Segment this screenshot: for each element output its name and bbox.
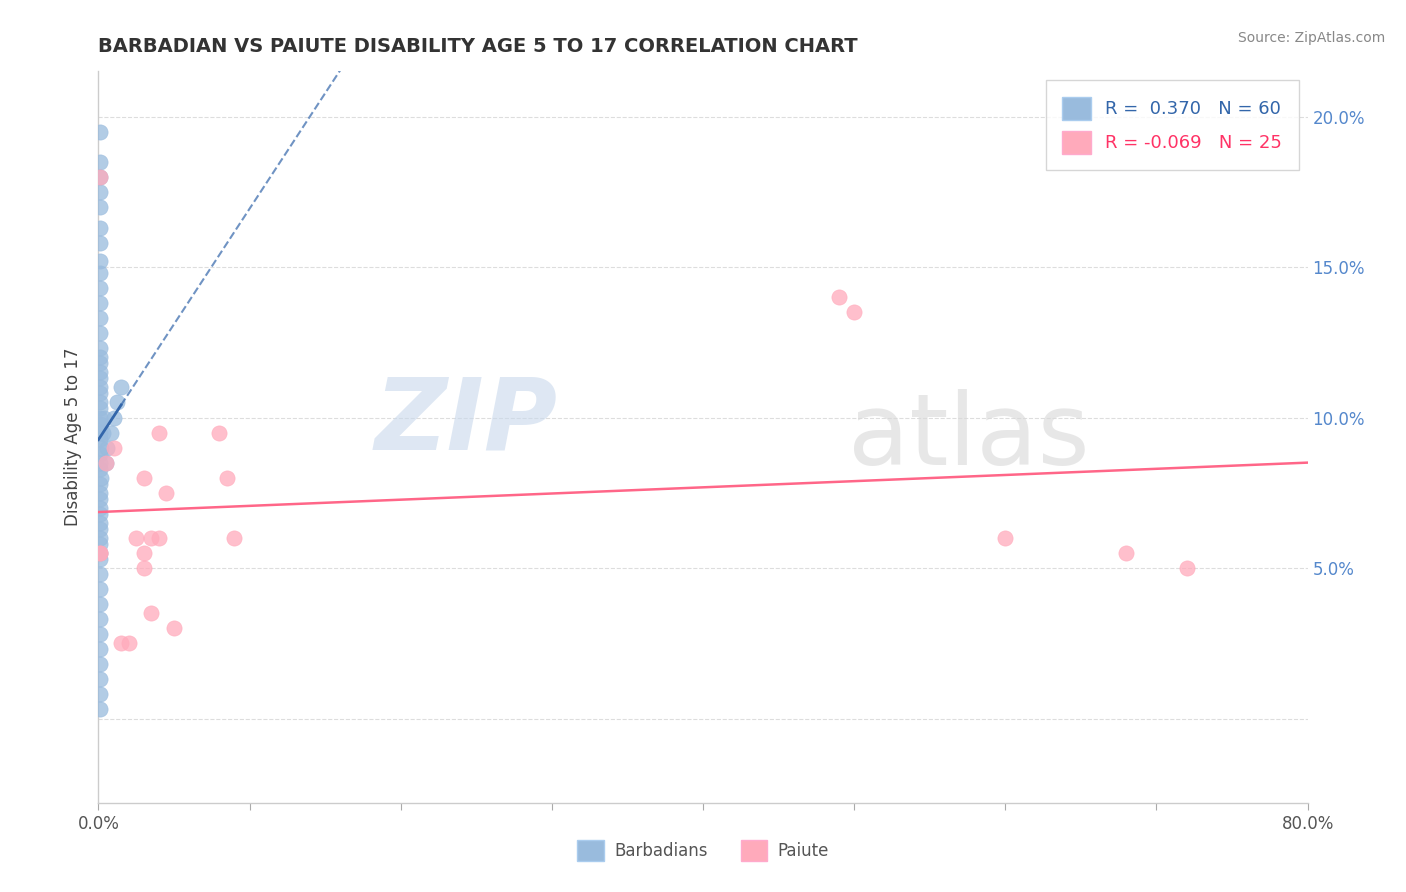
Point <box>89 537 111 551</box>
Point <box>89 447 111 461</box>
Point <box>93 410 115 425</box>
Point <box>141 531 163 545</box>
Point <box>89 485 111 500</box>
Point <box>90 471 112 485</box>
Point <box>994 531 1017 545</box>
Point <box>89 200 111 214</box>
Point <box>89 476 111 491</box>
Point <box>1115 546 1137 560</box>
Point <box>89 673 111 687</box>
Point <box>215 471 238 485</box>
Point <box>89 461 111 475</box>
Point <box>89 688 111 702</box>
Point <box>132 561 155 575</box>
Point <box>94 456 117 470</box>
Point <box>105 395 128 409</box>
Point <box>89 220 111 235</box>
Point <box>89 380 111 394</box>
Point <box>89 124 111 138</box>
Point <box>89 456 111 470</box>
Point <box>89 417 111 431</box>
Point <box>90 441 112 455</box>
Text: BARBADIAN VS PAIUTE DISABILITY AGE 5 TO 17 CORRELATION CHART: BARBADIAN VS PAIUTE DISABILITY AGE 5 TO … <box>98 37 858 56</box>
Point <box>89 371 111 385</box>
Y-axis label: Disability Age 5 to 17: Disability Age 5 to 17 <box>65 348 83 526</box>
Point <box>89 395 111 409</box>
Point <box>89 169 111 184</box>
Point <box>89 266 111 280</box>
Point <box>89 546 111 560</box>
Point <box>89 491 111 506</box>
Point <box>89 401 111 416</box>
Point <box>132 546 155 560</box>
Point <box>89 500 111 515</box>
Point <box>125 531 148 545</box>
Point <box>89 365 111 379</box>
Point <box>141 606 163 620</box>
Point <box>89 522 111 536</box>
Point <box>89 582 111 596</box>
Point <box>89 169 111 184</box>
Point <box>844 305 866 319</box>
Point <box>89 386 111 401</box>
Point <box>132 471 155 485</box>
Point <box>89 597 111 611</box>
Point <box>89 154 111 169</box>
Point <box>89 185 111 199</box>
Point <box>94 456 117 470</box>
Point <box>89 410 111 425</box>
Point <box>96 441 118 455</box>
Point <box>89 516 111 530</box>
Point <box>1175 561 1198 575</box>
Text: ZIP: ZIP <box>375 374 558 471</box>
Point <box>91 425 114 440</box>
Point <box>89 254 111 268</box>
Point <box>89 531 111 545</box>
Point <box>89 507 111 521</box>
Point <box>89 296 111 310</box>
Point <box>89 552 111 566</box>
Point <box>89 546 111 560</box>
Point <box>89 281 111 295</box>
Point <box>110 380 132 394</box>
Text: atlas: atlas <box>848 389 1090 485</box>
Point <box>208 425 231 440</box>
Point <box>148 425 170 440</box>
Point <box>118 636 141 650</box>
Point <box>155 485 177 500</box>
Text: Source: ZipAtlas.com: Source: ZipAtlas.com <box>1237 31 1385 45</box>
Point <box>89 326 111 341</box>
Point <box>103 441 125 455</box>
Point <box>89 612 111 626</box>
Point <box>100 425 122 440</box>
Point <box>89 356 111 370</box>
Point <box>163 621 186 635</box>
Point <box>89 627 111 641</box>
Point <box>828 290 851 304</box>
Point <box>89 546 111 560</box>
Point <box>89 567 111 582</box>
Point <box>89 432 111 446</box>
Point <box>89 702 111 716</box>
Point <box>89 235 111 250</box>
Point <box>89 642 111 657</box>
Point <box>89 657 111 672</box>
Point <box>224 531 246 545</box>
Point <box>103 410 125 425</box>
Legend: R =  0.370   N = 60, R = -0.069   N = 25: R = 0.370 N = 60, R = -0.069 N = 25 <box>1046 80 1299 170</box>
Point <box>89 351 111 365</box>
Point <box>110 636 132 650</box>
Point <box>148 531 170 545</box>
Point <box>89 425 111 440</box>
Point <box>89 341 111 355</box>
Point <box>89 311 111 326</box>
